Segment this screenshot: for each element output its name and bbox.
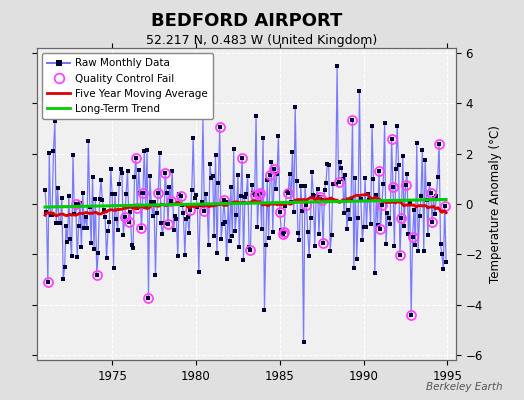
Text: Berkeley Earth: Berkeley Earth — [427, 382, 503, 392]
Legend: Raw Monthly Data, Quality Control Fail, Five Year Moving Average, Long-Term Tren: Raw Monthly Data, Quality Control Fail, … — [42, 53, 213, 119]
Text: 52.217 N, 0.483 W (United Kingdom): 52.217 N, 0.483 W (United Kingdom) — [146, 34, 378, 47]
Title: BEDFORD AIRPORT: BEDFORD AIRPORT — [150, 12, 342, 30]
Y-axis label: Temperature Anomaly (°C): Temperature Anomaly (°C) — [488, 125, 501, 283]
